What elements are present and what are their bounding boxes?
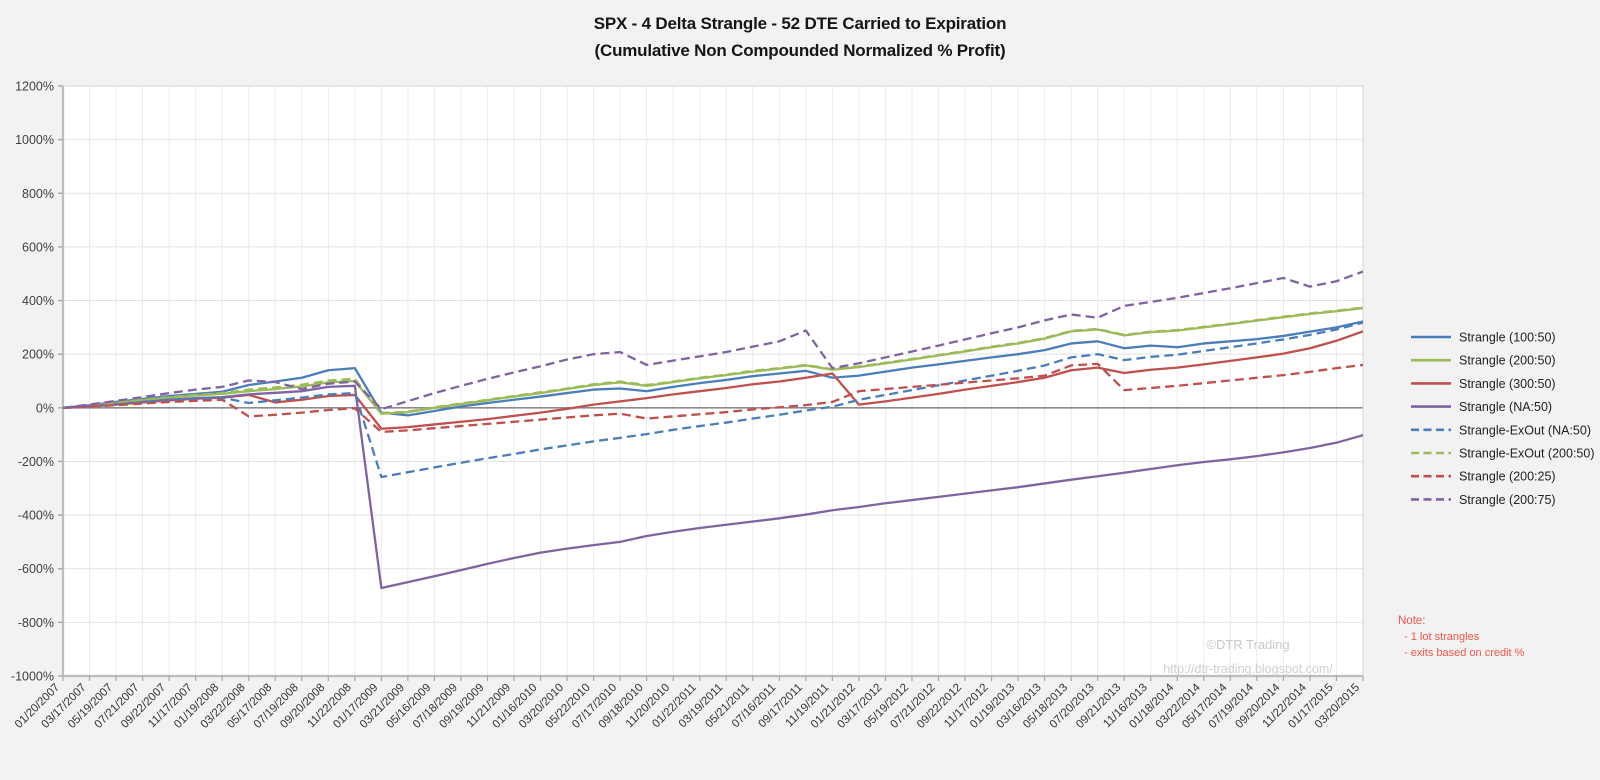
series-line-4 (63, 321, 1363, 479)
legend-label-1: Strangle (200:50) (1459, 354, 1556, 368)
y-tick-label: 400% (22, 294, 54, 308)
y-tick-label: 600% (22, 240, 54, 254)
y-tick-label: 800% (22, 187, 54, 201)
y-tick-label: 200% (22, 348, 54, 362)
chart-title: SPX - 4 Delta Strangle - 52 DTE Carried … (593, 14, 1007, 33)
y-tick-label: -200% (18, 455, 54, 469)
legend-label-6: Strangle (200:25) (1459, 470, 1556, 484)
y-tick-label: 1000% (15, 133, 54, 147)
axes (61, 85, 1364, 678)
note-block: Note: - 1 lot strangles - exits based on c… (1398, 615, 1525, 659)
chart-subtitle: (Cumulative Non Compounded Normalized % … (594, 41, 1006, 60)
y-tick-label: -1000% (11, 670, 54, 684)
legend-label-2: Strangle (300:50) (1459, 377, 1556, 391)
note-heading: Note: (1398, 615, 1426, 627)
y-tick-label: 0% (36, 401, 54, 415)
watermark-url: http://dtr-trading.blogspot.com/ (1163, 662, 1333, 676)
legend-label-5: Strangle-ExOut (200:50) (1459, 447, 1595, 461)
data-series (63, 270, 1363, 590)
y-axis-ticks: 1200% 1000% 800% 600% 400% 200% 0% -200% -400% -6… (11, 80, 63, 684)
watermark: ©DTR Trading http://dtr-trading.blogspot.… (1163, 637, 1333, 676)
legend-label-3: Strangle (NA:50) (1459, 400, 1552, 414)
note-line-1: - exits based on credit % (1404, 647, 1525, 659)
series-line-2 (63, 330, 1363, 430)
note-line-0: - 1 lot strangles (1404, 631, 1480, 643)
y-tick-label: -800% (18, 616, 54, 630)
legend-label-0: Strangle (100:50) (1459, 331, 1556, 345)
legend-background (1393, 320, 1589, 670)
series-line-3 (63, 384, 1363, 590)
y-tick-label: -400% (18, 509, 54, 523)
chart-title-block: SPX - 4 Delta Strangle - 52 DTE Carried … (0, 10, 1600, 64)
plot-border (62, 85, 1364, 677)
series-line-0 (63, 320, 1363, 417)
legend: Strangle (100:50) Strangle (200:50) Strang… (1393, 320, 1595, 670)
y-tick-label: 1200% (15, 80, 54, 94)
y-tick-label: -600% (18, 562, 54, 576)
x-axis-ticks: 01/20/200703/17/200705/19/200707/21/2007… (13, 676, 1364, 731)
watermark-copyright: ©DTR Trading (1206, 637, 1289, 652)
series-line-7 (63, 270, 1363, 411)
series-line-6 (63, 362, 1363, 434)
series-line-5 (63, 306, 1363, 415)
legend-label-4: Strangle-ExOut (NA:50) (1459, 423, 1591, 437)
legend-label-7: Strangle (200:75) (1459, 493, 1556, 507)
